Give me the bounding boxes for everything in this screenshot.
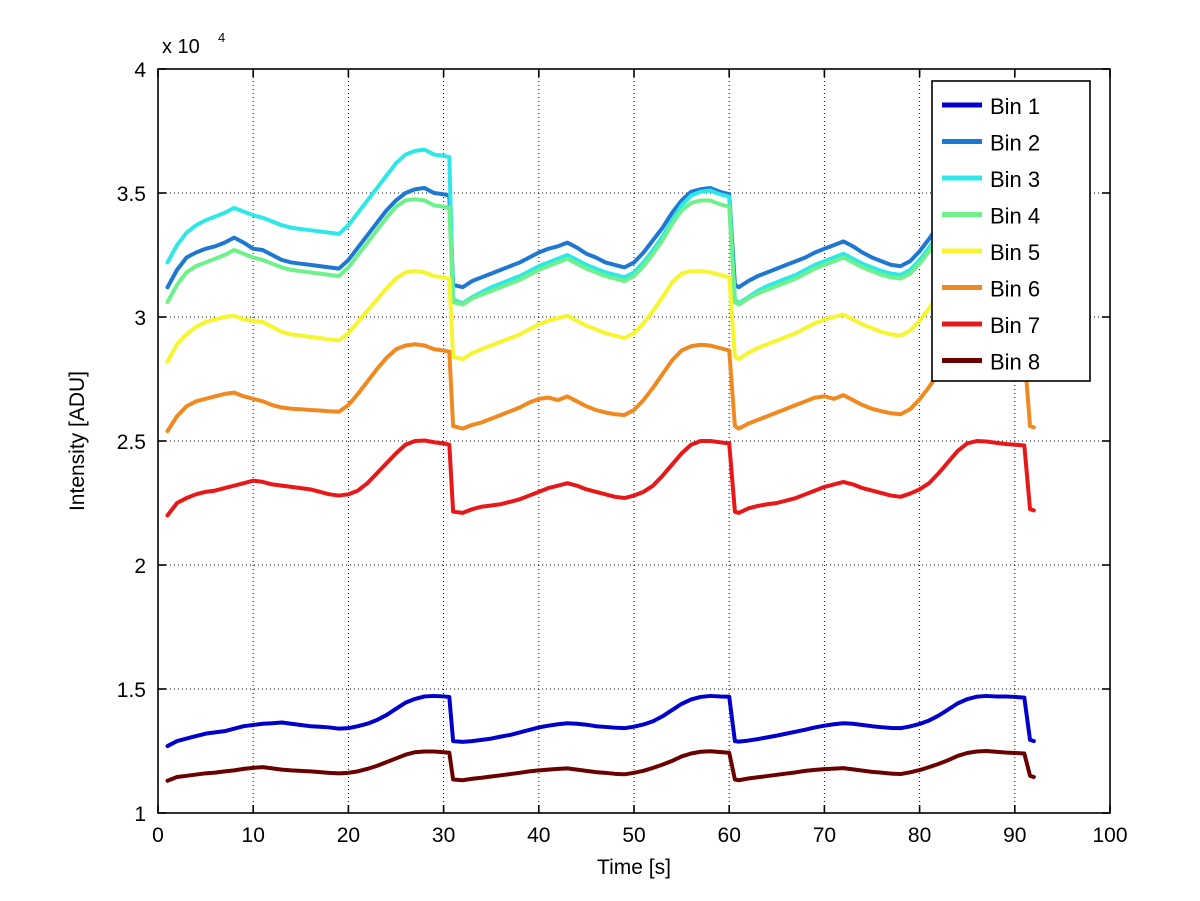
- y-tick-label: 4: [134, 59, 146, 82]
- x-tick-label: 50: [622, 824, 645, 847]
- series-line-bin-7: [165, 438, 1036, 518]
- x-tick-label: 60: [718, 824, 741, 847]
- y-tick-label: 2: [134, 555, 146, 578]
- legend-label-bin-2: Bin 2: [990, 131, 1040, 156]
- legend-label-bin-5: Bin 5: [990, 240, 1040, 265]
- series-line-bin-3: [165, 147, 1036, 306]
- axis-titles: Time [s] Intensity [ADU] x 10 4: [66, 30, 671, 879]
- data-series-layer: [165, 147, 1036, 783]
- series-line-bin-5: [165, 268, 1036, 364]
- x-tick-label: 10: [242, 824, 265, 847]
- x-axis-title: Time [s]: [597, 856, 671, 879]
- legend-box: [931, 80, 1091, 382]
- x-tick-label: 20: [337, 824, 360, 847]
- x-tick-label: 80: [908, 824, 931, 847]
- y-tick-label: 1.5: [117, 679, 146, 702]
- y-tick-label: 2.5: [117, 431, 146, 454]
- series-line-bin-6: [165, 342, 1036, 434]
- series-line-bin-1: [165, 693, 1036, 749]
- y-tick-label: 3: [134, 307, 146, 330]
- legend-label-bin-4: Bin 4: [990, 204, 1040, 229]
- y-tick-label: 3.5: [117, 183, 146, 206]
- x-tick-label: 70: [813, 824, 836, 847]
- legend-label-bin-6: Bin 6: [990, 277, 1040, 302]
- chart-legend: Bin 1 Bin 2 Bin 3 Bin 4 Bin 5 Bin 6 Bin 7 Bin 8: [931, 80, 1091, 382]
- legend-label-bin-7: Bin 7: [990, 313, 1040, 338]
- y-tick-label: 1: [134, 803, 146, 826]
- legend-label-bin-3: Bin 3: [990, 167, 1040, 192]
- legend-label-bin-8: Bin 8: [990, 350, 1040, 375]
- y-axis-exponent: x 10: [162, 36, 200, 58]
- axis-frame: [157, 68, 1111, 814]
- y-axis-exponent-power: 4: [218, 30, 225, 45]
- y-axis-title: Intensity [ADU]: [66, 371, 89, 511]
- series-line-bin-4: [165, 197, 1036, 307]
- legend-label-bin-1: Bin 1: [990, 94, 1040, 119]
- series-line-bin-2: [165, 186, 1036, 290]
- series-line-bin-8: [165, 749, 1036, 783]
- x-tick-label: 0: [152, 824, 164, 847]
- x-tick-label: 90: [1003, 824, 1026, 847]
- x-tick-label: 100: [1092, 824, 1127, 847]
- x-tick-label: 40: [527, 824, 550, 847]
- tick-labels: 0 10 20 30 40 50 60 70 80 90 100 1 1.5 2 2.5 3 3.5 4: [117, 59, 1128, 847]
- x-tick-label: 30: [432, 824, 455, 847]
